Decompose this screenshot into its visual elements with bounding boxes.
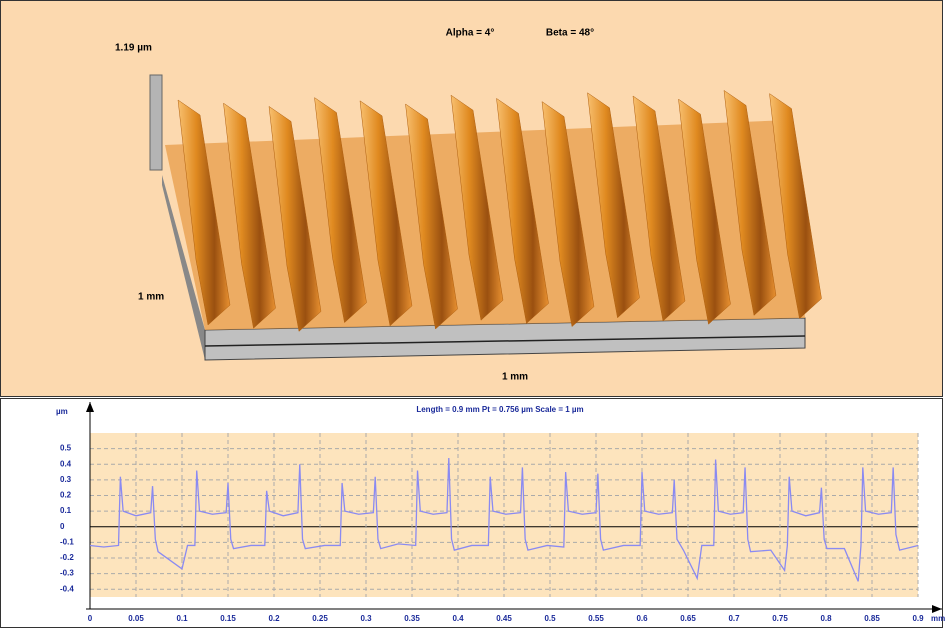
- y-tick-label: 0.4: [60, 459, 72, 468]
- profile-panel: -0.4 -0.3 -0.2 -0.1 0 0.1 0.2 0.3 0.4 0.5 0 0.05 0.1…: [0, 398, 945, 628]
- x-axis-label: mm: [931, 614, 945, 623]
- x-tick-label: 0: [88, 614, 93, 623]
- x-tick-label: 0.65: [680, 614, 696, 623]
- x-tick-label: 0.35: [404, 614, 420, 623]
- x-tick-label: 0.75: [772, 614, 788, 623]
- x-tick-label: 0.9: [912, 614, 924, 623]
- x-tick-label: 0.4: [452, 614, 464, 623]
- x-tick-label: 0.15: [220, 614, 236, 623]
- page: Alpha = 4° Beta = 48° 1.19 µm 1 mm 1 mm …: [0, 0, 945, 628]
- y-tick-label: -0.1: [60, 537, 74, 546]
- chart-title: Length = 0.9 mm Pt = 0.756 µm Scale = 1 …: [416, 405, 583, 414]
- y-tick-label: -0.4: [60, 584, 74, 593]
- x-tick-label: 0.8: [820, 614, 832, 623]
- x-tick-label: 0.5: [544, 614, 556, 623]
- y-tick-label: 0.3: [60, 475, 72, 484]
- x-axis-label: 1 mm: [502, 372, 528, 383]
- z-axis-label: 1.19 µm: [115, 43, 152, 54]
- x-tick-label: 0.05: [128, 614, 144, 623]
- y-tick-label: 0: [60, 522, 65, 531]
- x-tick-label: 0.1: [176, 614, 188, 623]
- y-axis-label: 1 mm: [138, 292, 164, 303]
- surface-panel: Alpha = 4° Beta = 48° 1.19 µm 1 mm 1 mm: [0, 0, 945, 398]
- y-tick-label: -0.3: [60, 569, 74, 578]
- y-tick-label: 0.5: [60, 444, 72, 453]
- y-tick-label: 0.2: [60, 491, 72, 500]
- x-tick-label: 0.6: [636, 614, 648, 623]
- beta-label: Beta = 48°: [546, 28, 594, 39]
- z-scale-bar: [150, 75, 162, 170]
- y-axis-label: µm: [56, 407, 68, 416]
- y-tick-label: -0.2: [60, 553, 74, 562]
- alpha-label: Alpha = 4°: [446, 28, 495, 39]
- y-tick-label: 0.1: [60, 506, 72, 515]
- x-tick-label: 0.25: [312, 614, 328, 623]
- x-tick-label: 0.2: [268, 614, 280, 623]
- x-tick-label: 0.55: [588, 614, 604, 623]
- x-tick-label: 0.45: [496, 614, 512, 623]
- x-tick-label: 0.85: [864, 614, 880, 623]
- x-tick-label: 0.7: [728, 614, 740, 623]
- x-tick-label: 0.3: [360, 614, 372, 623]
